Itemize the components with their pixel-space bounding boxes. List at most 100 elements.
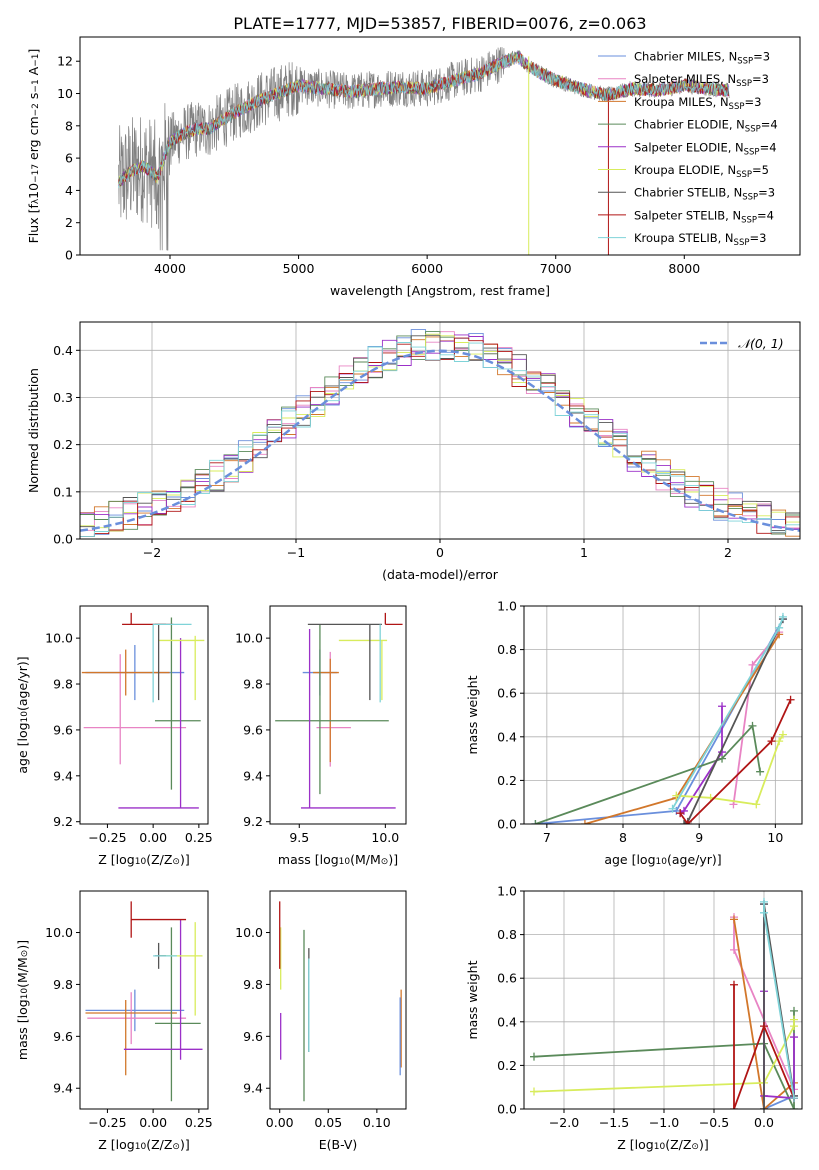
x-tick-label: −2.0 — [549, 1115, 579, 1130]
x-tick-label: 7 — [543, 830, 551, 845]
y-tick-label: 2 — [65, 215, 73, 230]
y-tick-label: 10.0 — [235, 925, 263, 940]
mass-weight-plot-area — [531, 612, 795, 824]
mass-weight-marker — [730, 980, 738, 989]
mass-weight-marker — [730, 915, 738, 924]
mass-weight-marker — [730, 1105, 738, 1109]
mass-weight-marker — [748, 660, 757, 669]
y-tick-label: 0.0 — [497, 1102, 517, 1117]
y-tick-label: 9.4 — [53, 1081, 73, 1096]
mass-weight-line — [679, 699, 792, 824]
mass-weight-marker — [580, 820, 589, 824]
x-tick-label: −1.0 — [649, 1115, 679, 1130]
x-tick-label: 0.00 — [266, 1115, 294, 1130]
mass-weight-marker — [730, 945, 738, 954]
axes-frame — [269, 605, 407, 825]
histogram-plot-area — [80, 329, 800, 539]
x-tick-label: 0.10 — [363, 1115, 391, 1130]
model-spectrum — [118, 52, 730, 189]
legend-entry: 𝒩(0, 1) — [738, 336, 784, 351]
x-tick-label: 5000 — [283, 261, 315, 276]
x-tick-label: −0.5 — [699, 1115, 729, 1130]
x-axis-label: mass [log10(M/M⊙)] — [278, 852, 398, 867]
axes-frame — [79, 890, 209, 1110]
y-axis-label: Normed distribution — [26, 368, 41, 493]
mass-vs-extinction-panel: 0.00 0.05 0.10 9.4 9.6 9.8 10.0 E(B-V) — [235, 890, 407, 1152]
x-tick-label: 10 — [767, 830, 783, 845]
mass-weight-marker — [775, 623, 784, 632]
mass-weight-marker — [531, 820, 540, 824]
x-tick-label: −0.25 — [88, 830, 126, 845]
errorbar-plot-area — [279, 901, 402, 1102]
y-tick-label: 0.3 — [53, 390, 73, 405]
legend-entry: Salpeter MILES, NSSP=3 — [634, 72, 769, 89]
mass-weight-marker — [790, 1006, 798, 1015]
y-tick-label: 9.8 — [53, 677, 73, 692]
y-tick-label: 0.2 — [497, 773, 517, 788]
x-tick-label: −2 — [143, 545, 161, 560]
y-tick-label: 8 — [65, 118, 73, 133]
x-axis-label: Z [log10(Z/Z⊙)] — [98, 852, 189, 867]
x-tick-label: 10.0 — [371, 830, 399, 845]
mass-weight-line — [733, 919, 795, 1109]
mass-weight-plot-area — [530, 897, 798, 1109]
mass-weight-marker — [790, 1105, 798, 1109]
y-tick-label: 6 — [65, 151, 73, 166]
x-tick-label: −1.5 — [599, 1115, 629, 1130]
mass-weight-marker — [530, 1087, 538, 1096]
y-axis-label: Flux [fλ10−17 erg cm−2 s−1 A−1] — [26, 49, 41, 244]
mass-weight-marker — [676, 809, 685, 818]
x-axis-label: Z [log10(Z/Z⊙)] — [98, 1137, 189, 1152]
legend-entry: Chabrier MILES, NSSP=3 — [634, 50, 770, 67]
mass-weight-marker — [790, 1094, 798, 1103]
x-tick-label: 6000 — [411, 261, 443, 276]
y-tick-label: 0.4 — [497, 729, 517, 744]
x-tick-label: 8 — [619, 830, 627, 845]
mass-weight-marker — [760, 908, 768, 917]
y-tick-label: 0.4 — [497, 1014, 517, 1029]
mass-weight-marker — [790, 1033, 798, 1042]
mass-weight-marker — [760, 1022, 768, 1031]
age-vs-metallicity-panel: −0.25 0.00 0.25 9.2 9.4 9.6 9.8 10.0 Z [log10(Z/… — [15, 605, 213, 867]
legend-entry: Kroupa ELODIE, NSSP=5 — [634, 163, 769, 180]
x-tick-label: 9 — [695, 830, 703, 845]
x-tick-label: 2 — [724, 545, 732, 560]
y-tick-label: 9.2 — [243, 814, 263, 829]
mass-weight-marker — [672, 791, 681, 800]
x-tick-label: 8000 — [668, 261, 700, 276]
mass-weight-vs-age-panel: 7 8 9 10 0.0 0.2 0.4 0.6 0.8 1.0 age [log10(age/yr… — [465, 599, 803, 867]
y-tick-label: 9.6 — [243, 722, 263, 737]
y-tick-label: 0 — [65, 248, 73, 263]
y-tick-label: 0.0 — [497, 817, 517, 832]
y-tick-label: 9.4 — [243, 1081, 263, 1096]
normal-curve — [80, 349, 800, 532]
x-axis-label: wavelength [Angstrom, rest frame] — [330, 283, 550, 298]
mass-weight-line — [732, 631, 780, 805]
y-tick-label: 0.2 — [53, 437, 73, 452]
y-tick-label: 4 — [65, 183, 73, 198]
mass-weight-line — [733, 984, 795, 1109]
y-tick-label: 9.4 — [243, 768, 263, 783]
y-tick-label: 0.0 — [53, 532, 73, 547]
x-tick-label: 0.25 — [185, 830, 213, 845]
residual-histogram — [80, 342, 800, 539]
y-tick-label: 9.2 — [53, 814, 73, 829]
x-axis-label: Z [log10(Z/Z⊙)] — [617, 1137, 708, 1152]
legend-entry: Kroupa STELIB, NSSP=3 — [634, 231, 766, 248]
spectrum-plot-area — [118, 47, 730, 255]
x-tick-label: −0.25 — [88, 1115, 126, 1130]
y-tick-label: 9.6 — [53, 1029, 73, 1044]
mass-weight-marker — [778, 730, 787, 739]
axes-frame — [79, 605, 209, 825]
figure-title: PLATE=1777, MJD=53857, FIBERID=0076, z=0… — [233, 14, 646, 33]
y-axis-label: mass [log10(M/M⊙)] — [15, 940, 30, 1060]
y-tick-label: 0.2 — [497, 1058, 517, 1073]
x-axis-label: age [log10(age/yr)] — [604, 852, 721, 867]
y-tick-label: 9.8 — [243, 677, 263, 692]
errorbar-plot-area — [275, 612, 403, 809]
mass-weight-marker — [752, 800, 761, 809]
mass-weight-marker — [668, 804, 677, 813]
y-tick-label: 0.1 — [53, 484, 73, 499]
y-tick-label: 9.6 — [243, 1029, 263, 1044]
